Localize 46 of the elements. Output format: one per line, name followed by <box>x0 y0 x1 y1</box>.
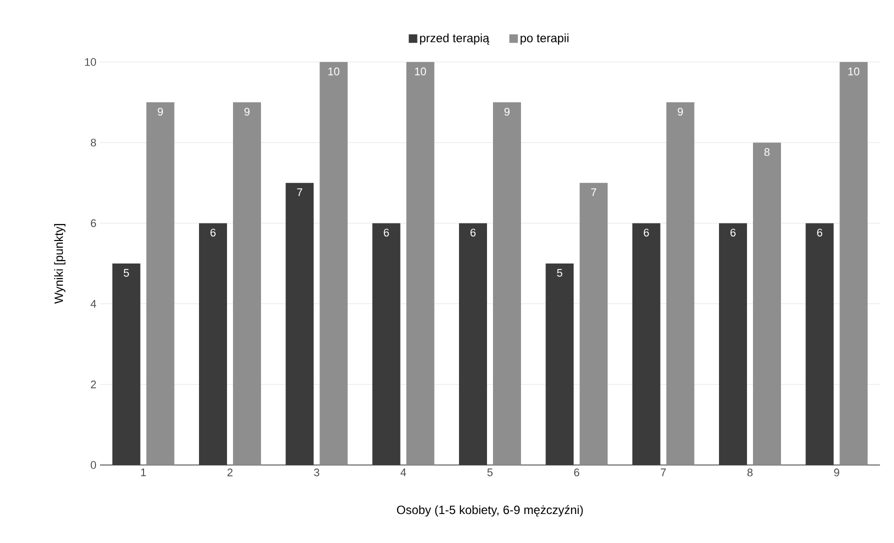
data-label: 9 <box>678 108 683 116</box>
x-tick-label: 8 <box>747 468 753 476</box>
data-label: 9 <box>244 108 250 116</box>
data-label: 6 <box>644 228 649 237</box>
bar <box>492 102 521 465</box>
data-label: 5 <box>557 269 562 277</box>
legend-label: po terapii <box>520 33 568 45</box>
y-tick-label: 8 <box>90 138 96 146</box>
x-tick-label: 9 <box>834 468 840 476</box>
y-tick-label: 0 <box>90 461 96 469</box>
bar <box>406 62 434 465</box>
data-label: 6 <box>470 228 476 237</box>
y-tick-label: 6 <box>90 219 96 228</box>
data-label: 10 <box>328 68 340 76</box>
y-tick-label: 10 <box>85 58 96 66</box>
y-tick-label: 4 <box>90 300 96 308</box>
data-label: 6 <box>210 228 216 237</box>
data-label: 6 <box>730 228 736 237</box>
bar <box>580 182 608 465</box>
data-label: 10 <box>848 68 860 76</box>
x-tick-label: 6 <box>574 468 580 476</box>
x-axis-title: Osoby (1-5 kobiety, 6-9 mężczyźni) <box>396 505 583 516</box>
x-tick-label: 4 <box>400 468 406 476</box>
data-label: 6 <box>384 228 389 237</box>
bar <box>752 142 781 465</box>
data-label: 9 <box>158 108 163 116</box>
x-tick-label: 1 <box>141 468 146 476</box>
y-tick-label: 2 <box>90 380 96 388</box>
data-label: 10 <box>415 68 426 76</box>
bar <box>233 102 262 465</box>
bar <box>666 102 694 465</box>
data-label: 5 <box>124 269 129 277</box>
bar <box>840 62 868 465</box>
x-tick-label: 5 <box>487 468 493 476</box>
x-tick-label: 7 <box>660 468 666 476</box>
legend-label: przed terapią <box>420 33 490 45</box>
bar <box>320 62 348 465</box>
x-tick-label: 3 <box>314 468 320 476</box>
data-label: 7 <box>591 188 596 196</box>
data-label: 7 <box>297 188 302 196</box>
x-tick-label: 2 <box>227 468 233 476</box>
data-label: 6 <box>817 228 822 237</box>
y-axis-title: Wyniki [punkty] <box>54 224 66 304</box>
bar <box>146 102 174 465</box>
data-label: 8 <box>764 148 770 156</box>
data-label: 9 <box>504 108 510 116</box>
